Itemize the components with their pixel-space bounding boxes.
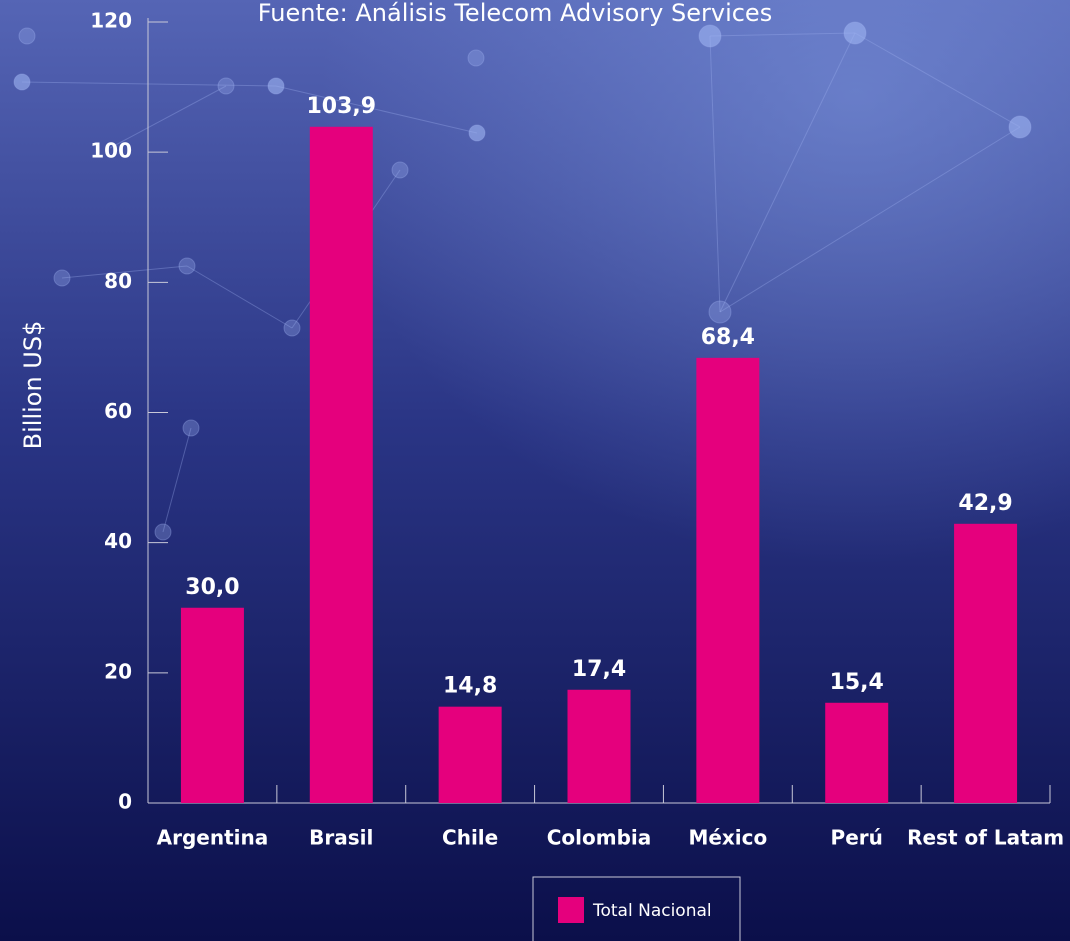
y-tick-label: 60 (104, 399, 132, 423)
y-tick-label: 40 (104, 529, 132, 553)
value-label: 17,4 (572, 657, 626, 682)
x-tick-label: Colombia (547, 826, 652, 850)
bar (954, 524, 1017, 803)
bar (696, 358, 759, 803)
x-tick-label: Chile (442, 826, 498, 850)
bar (568, 690, 631, 803)
y-tick-label: 80 (104, 269, 132, 293)
bar (310, 127, 373, 803)
x-tick-label: Rest of Latam (907, 826, 1064, 850)
y-tick-label: 20 (104, 659, 132, 683)
x-tick-label: México (688, 826, 767, 850)
chart-title: Fuente: Análisis Telecom Advisory Servic… (258, 0, 772, 27)
y-axis-label: Billion US$ (19, 321, 47, 450)
bar (825, 703, 888, 803)
value-label: 14,8 (443, 674, 497, 699)
value-label: 68,4 (701, 325, 755, 350)
value-label: 15,4 (830, 670, 884, 695)
x-tick-label: Argentina (157, 826, 269, 850)
chart: Fuente: Análisis Telecom Advisory Servic… (0, 0, 1070, 941)
x-tick-label: Brasil (309, 826, 373, 850)
bar (439, 707, 502, 803)
legend-swatch (558, 897, 584, 923)
bar (181, 608, 244, 803)
value-label: 103,9 (306, 94, 376, 119)
y-tick-label: 120 (90, 9, 132, 33)
value-label: 42,9 (958, 491, 1012, 516)
value-label: 30,0 (185, 575, 239, 600)
x-tick-label: Perú (831, 826, 883, 850)
y-tick-label: 0 (118, 790, 132, 814)
y-tick-label: 100 (90, 139, 132, 163)
legend-label: Total Nacional (592, 901, 712, 921)
